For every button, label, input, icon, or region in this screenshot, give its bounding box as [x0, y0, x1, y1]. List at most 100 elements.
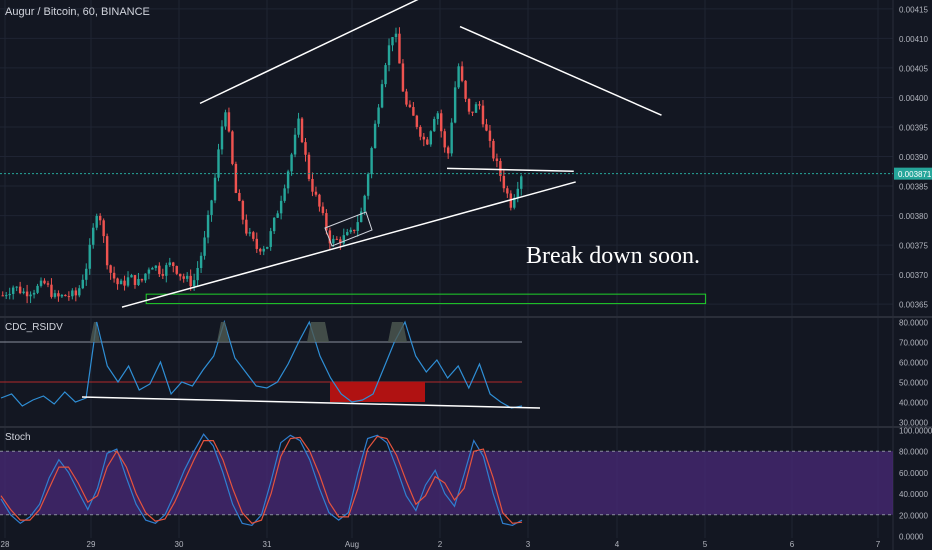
candle-up[interactable]: [29, 294, 32, 297]
candle-up[interactable]: [39, 280, 43, 286]
candle-up[interactable]: [185, 275, 189, 279]
candle-down[interactable]: [415, 115, 419, 127]
candle-up[interactable]: [71, 290, 74, 297]
time-axis[interactable]: 28 29 30 31 Aug 2 3 4 5 6 7: [1, 540, 881, 549]
candle-up[interactable]: [276, 213, 279, 218]
candle-up[interactable]: [5, 295, 8, 297]
candle-down[interactable]: [408, 104, 412, 108]
candle-up[interactable]: [137, 278, 140, 285]
candle-down[interactable]: [1, 295, 4, 297]
candle-up[interactable]: [206, 214, 210, 238]
candle-up[interactable]: [15, 286, 18, 288]
stoch-k-line[interactable]: [0, 433, 523, 527]
candle-down[interactable]: [252, 232, 255, 239]
candle-up[interactable]: [283, 188, 286, 201]
rsi-line[interactable]: [0, 319, 523, 409]
candle-down[interactable]: [123, 280, 126, 286]
candle-down[interactable]: [339, 239, 342, 244]
candle-up[interactable]: [213, 177, 217, 201]
candle-down[interactable]: [234, 163, 238, 193]
candle-up[interactable]: [266, 246, 269, 249]
rsi-divergence-line[interactable]: [81, 396, 541, 409]
candle-down[interactable]: [478, 104, 481, 106]
candle-down[interactable]: [102, 220, 105, 237]
candle-down[interactable]: [175, 266, 178, 274]
candle-down[interactable]: [328, 230, 332, 244]
candle-up[interactable]: [373, 123, 377, 149]
candle-down[interactable]: [112, 272, 116, 279]
candle-up[interactable]: [356, 222, 359, 231]
candle-up[interactable]: [248, 232, 252, 234]
candle-down[interactable]: [401, 63, 405, 92]
candle-up[interactable]: [165, 265, 168, 276]
candle-down[interactable]: [492, 140, 495, 159]
rsi-panel[interactable]: [0, 319, 541, 409]
candle-down[interactable]: [509, 193, 513, 208]
candle-down[interactable]: [405, 91, 408, 105]
candle-up[interactable]: [210, 200, 213, 215]
candle-down[interactable]: [314, 191, 318, 195]
candle-up[interactable]: [342, 235, 345, 244]
candle-down[interactable]: [172, 262, 175, 267]
candle-down[interactable]: [412, 107, 415, 116]
candle-down[interactable]: [255, 238, 258, 249]
candle-up[interactable]: [433, 118, 436, 132]
candle-down[interactable]: [133, 275, 137, 285]
candle-up[interactable]: [363, 195, 366, 212]
candle-up[interactable]: [387, 45, 391, 66]
candle-down[interactable]: [64, 294, 67, 297]
candle-up[interactable]: [95, 215, 98, 228]
candle-up[interactable]: [384, 65, 387, 85]
candle-down[interactable]: [300, 118, 304, 143]
candle-up[interactable]: [377, 107, 380, 124]
candle-up[interactable]: [293, 134, 297, 155]
candle-down[interactable]: [140, 278, 144, 281]
candle-down[interactable]: [311, 178, 314, 192]
candle-up[interactable]: [279, 200, 283, 214]
candle-up[interactable]: [154, 265, 158, 268]
candle-down[interactable]: [46, 283, 50, 285]
candle-down[interactable]: [499, 161, 502, 176]
candle-down[interactable]: [304, 142, 307, 155]
candle-down[interactable]: [446, 147, 450, 154]
candle-down[interactable]: [422, 136, 426, 140]
candle-up[interactable]: [78, 288, 81, 296]
candle-down[interactable]: [57, 293, 60, 297]
candle-down[interactable]: [426, 139, 429, 145]
candle-up[interactable]: [92, 227, 95, 245]
support-zone[interactable]: [145, 293, 707, 305]
candle-down[interactable]: [116, 278, 119, 285]
candle-down[interactable]: [50, 284, 53, 297]
stoch-d-line[interactable]: [0, 435, 523, 524]
candle-down[interactable]: [325, 213, 328, 231]
candle-up[interactable]: [453, 87, 457, 123]
trendline[interactable]: [121, 181, 576, 308]
candle-up[interactable]: [513, 197, 516, 208]
candle-down[interactable]: [495, 158, 499, 162]
candle-up[interactable]: [192, 280, 196, 287]
candle-down[interactable]: [182, 276, 185, 279]
candle-up[interactable]: [8, 293, 11, 296]
candle-down[interactable]: [74, 290, 78, 296]
candle-down[interactable]: [241, 200, 245, 220]
candle-up[interactable]: [262, 248, 265, 252]
candle-up[interactable]: [516, 188, 519, 198]
candle-up[interactable]: [346, 232, 349, 236]
candle-down[interactable]: [25, 291, 29, 297]
trendline[interactable]: [446, 167, 574, 173]
candle-down[interactable]: [307, 154, 311, 179]
candle-up[interactable]: [36, 285, 39, 293]
candle-down[interactable]: [238, 192, 241, 201]
candle-up[interactable]: [520, 176, 523, 189]
candle-up[interactable]: [151, 267, 154, 270]
candle-up[interactable]: [130, 275, 133, 278]
candle-down[interactable]: [259, 248, 262, 252]
candle-up[interactable]: [217, 149, 220, 178]
candle-down[interactable]: [485, 124, 488, 131]
candle-up[interactable]: [196, 267, 199, 281]
candle-down[interactable]: [189, 275, 192, 287]
candle-down[interactable]: [245, 219, 248, 234]
price-axis[interactable]: 0.00415 0.00410 0.00405 0.00400 0.00395 0.003…: [894, 5, 932, 542]
candle-down[interactable]: [158, 265, 161, 275]
